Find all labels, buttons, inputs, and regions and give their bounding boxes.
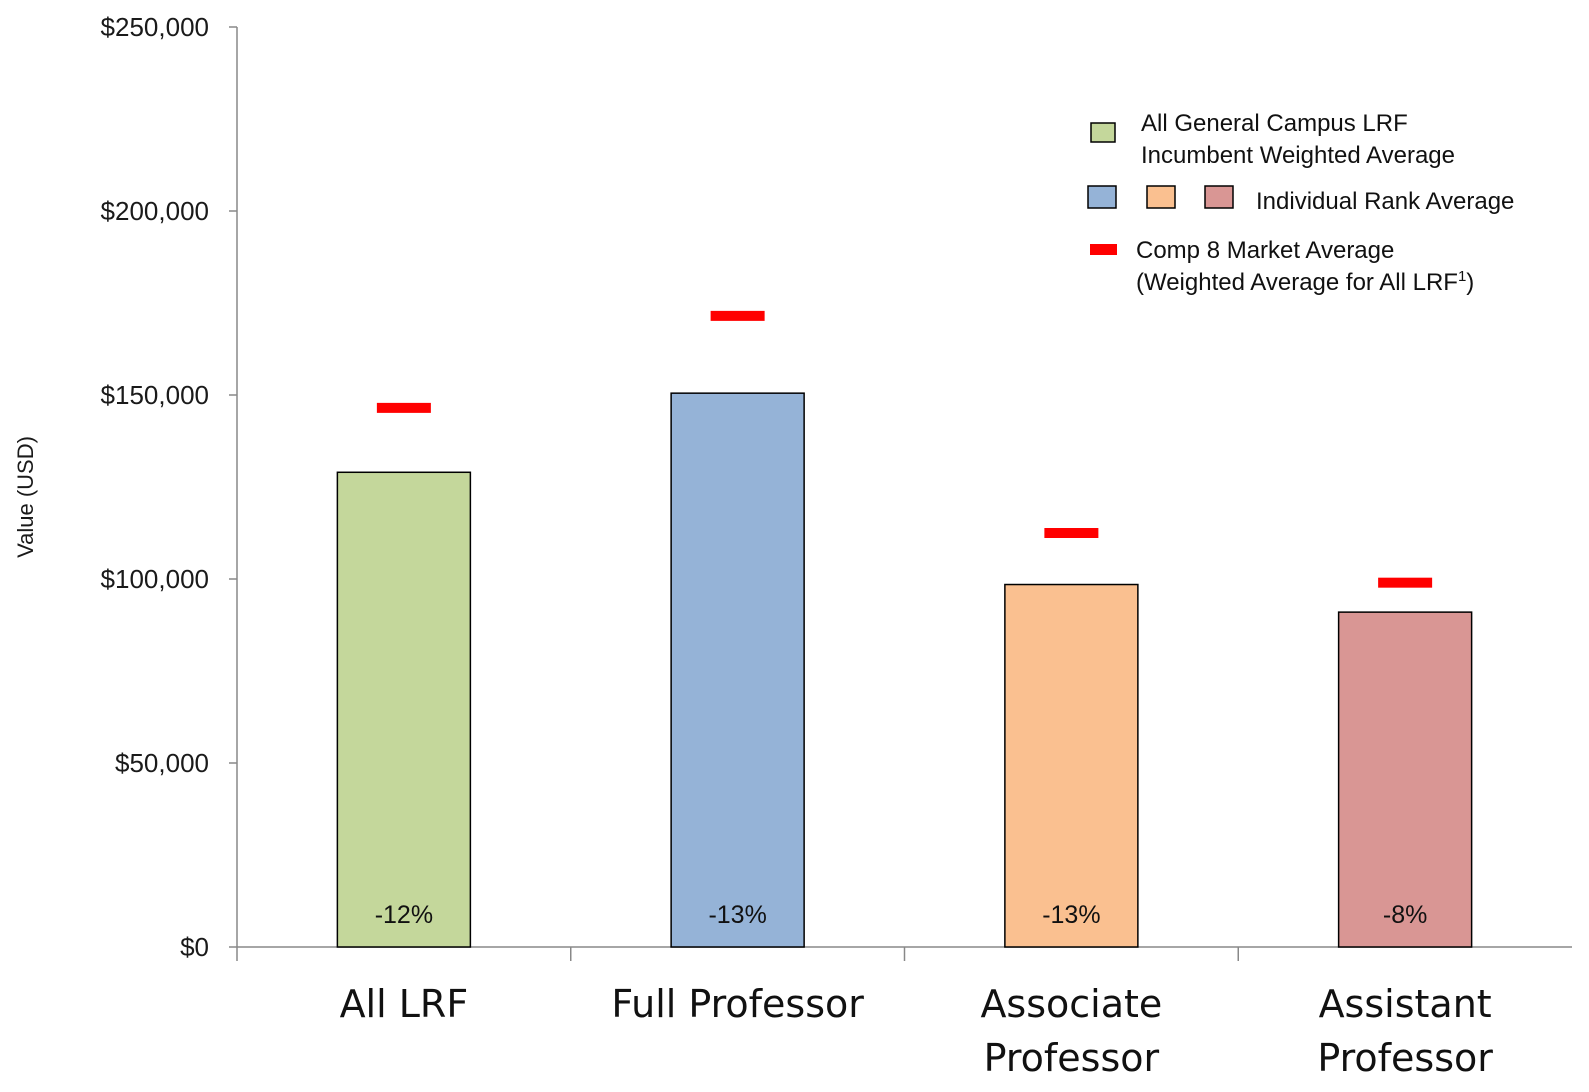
bar-1 (670, 392, 805, 948)
category-label-0: All LRF (340, 982, 469, 1026)
data-label-3: -8% (1383, 901, 1427, 929)
legend-text: Incumbent Weighted Average (1141, 142, 1455, 169)
y-tick-label: $0 (180, 932, 209, 962)
legend: All General Campus LRF Incumbent Weighted… (1087, 110, 1514, 296)
category-label-1: Full Professor (611, 982, 864, 1026)
data-label-1: -13% (708, 901, 766, 929)
bar-3 (1337, 611, 1473, 948)
y-axis-title: Value (USD) (13, 436, 38, 558)
data-label-2: -13% (1042, 901, 1100, 929)
legend-text: All General Campus LRF (1141, 110, 1408, 137)
bar-0 (336, 471, 472, 948)
category-label-3: Professor (1317, 1036, 1493, 1080)
y-tick-label: $200,000 (101, 196, 209, 226)
legend-text: Individual Rank Average (1256, 188, 1514, 215)
y-tick-label: $150,000 (101, 380, 209, 410)
bar-2 (1004, 583, 1139, 948)
data-label-0: -12% (375, 901, 433, 929)
legend-swatch-market (1090, 244, 1117, 255)
y-tick-label: $100,000 (101, 564, 209, 594)
y-tick-label: $50,000 (115, 748, 209, 778)
category-label-3: Assistant (1319, 982, 1492, 1026)
legend-text: Comp 8 Market Average (1136, 237, 1394, 264)
legend-swatch-rank-0 (1087, 185, 1117, 209)
legend-swatch-rank-2 (1204, 185, 1234, 209)
category-label-2: Professor (984, 1036, 1160, 1080)
market-marker-3 (1378, 577, 1433, 588)
bars (336, 392, 1473, 948)
category-label-2: Associate (980, 982, 1162, 1026)
market-average-markers (376, 310, 1433, 588)
legend-text: (Weighted Average for All LRF1) (1136, 268, 1474, 296)
legend-swatch-rank-1 (1146, 185, 1176, 209)
market-marker-1 (710, 310, 765, 321)
legend-swatch-green (1090, 122, 1116, 143)
market-marker-2 (1044, 528, 1099, 538)
y-tick-label: $250,000 (101, 12, 209, 42)
market-marker-0 (376, 402, 431, 413)
data-labels: -12% All LRF -13% Full Professor -13% Associa… (340, 901, 1494, 1080)
